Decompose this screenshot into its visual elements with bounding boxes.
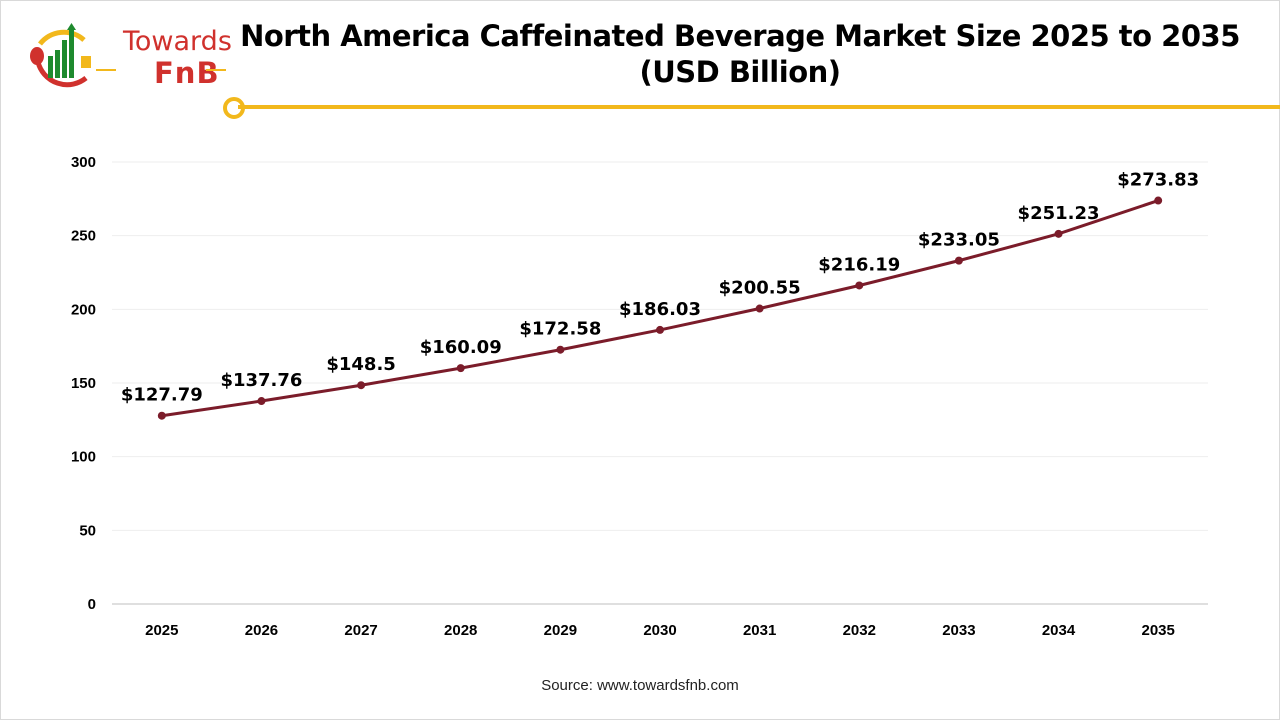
data-label: $216.19 — [818, 254, 900, 275]
x-tick-label: 2026 — [245, 622, 278, 639]
data-point — [855, 281, 864, 290]
data-label: $200.55 — [719, 278, 801, 299]
data-label: $137.76 — [220, 370, 302, 391]
data-point — [954, 256, 963, 265]
logo-line — [96, 69, 116, 71]
data-point — [456, 364, 465, 373]
logo-text-fnb: FnB — [154, 56, 220, 90]
data-point — [1154, 196, 1163, 205]
x-tick-label: 2034 — [1042, 622, 1076, 639]
x-tick-label: 2031 — [743, 622, 776, 639]
source-note: Source: www.towardsfnb.com — [541, 677, 739, 694]
y-tick-label: 0 — [88, 596, 96, 613]
data-label: $148.5 — [326, 354, 395, 375]
data-label: $127.79 — [121, 385, 203, 406]
title-rule — [238, 105, 1280, 109]
data-point — [656, 325, 664, 334]
data-point — [357, 381, 366, 390]
x-tick-label: 2029 — [544, 622, 577, 639]
logo-text-towards: Towards — [123, 26, 232, 57]
x-tick-label: 2032 — [843, 622, 876, 639]
logo-line — [206, 69, 226, 71]
x-tick-label: 2035 — [1141, 622, 1174, 639]
towards-fnb-logo: Towards FnB — [26, 20, 232, 90]
data-point — [257, 397, 266, 406]
data-label: $251.23 — [1018, 203, 1100, 224]
x-tick-label: 2027 — [344, 622, 377, 639]
y-tick-label: 100 — [71, 449, 96, 466]
data-label: $172.58 — [519, 319, 601, 340]
y-tick-label: 50 — [79, 522, 96, 539]
x-tick-label: 2030 — [643, 622, 676, 639]
x-tick-label: 2033 — [942, 622, 975, 639]
x-tick-label: 2028 — [444, 622, 477, 639]
data-point — [157, 411, 166, 420]
y-tick-label: 150 — [71, 375, 96, 392]
chart-title: North America Caffeinated Beverage Marke… — [240, 19, 1240, 89]
data-point — [1054, 229, 1063, 238]
data-label: $273.83 — [1117, 170, 1199, 191]
y-tick-label: 200 — [71, 301, 96, 318]
x-tick-label: 2025 — [145, 622, 178, 639]
data-label: $160.09 — [420, 337, 502, 358]
logo-icon — [30, 23, 91, 88]
y-tick-label: 300 — [71, 154, 96, 171]
y-tick-label: 250 — [71, 228, 96, 245]
data-label: $233.05 — [918, 230, 1000, 251]
data-label: $186.03 — [619, 299, 701, 320]
data-point — [556, 345, 565, 354]
data-point — [755, 304, 764, 313]
